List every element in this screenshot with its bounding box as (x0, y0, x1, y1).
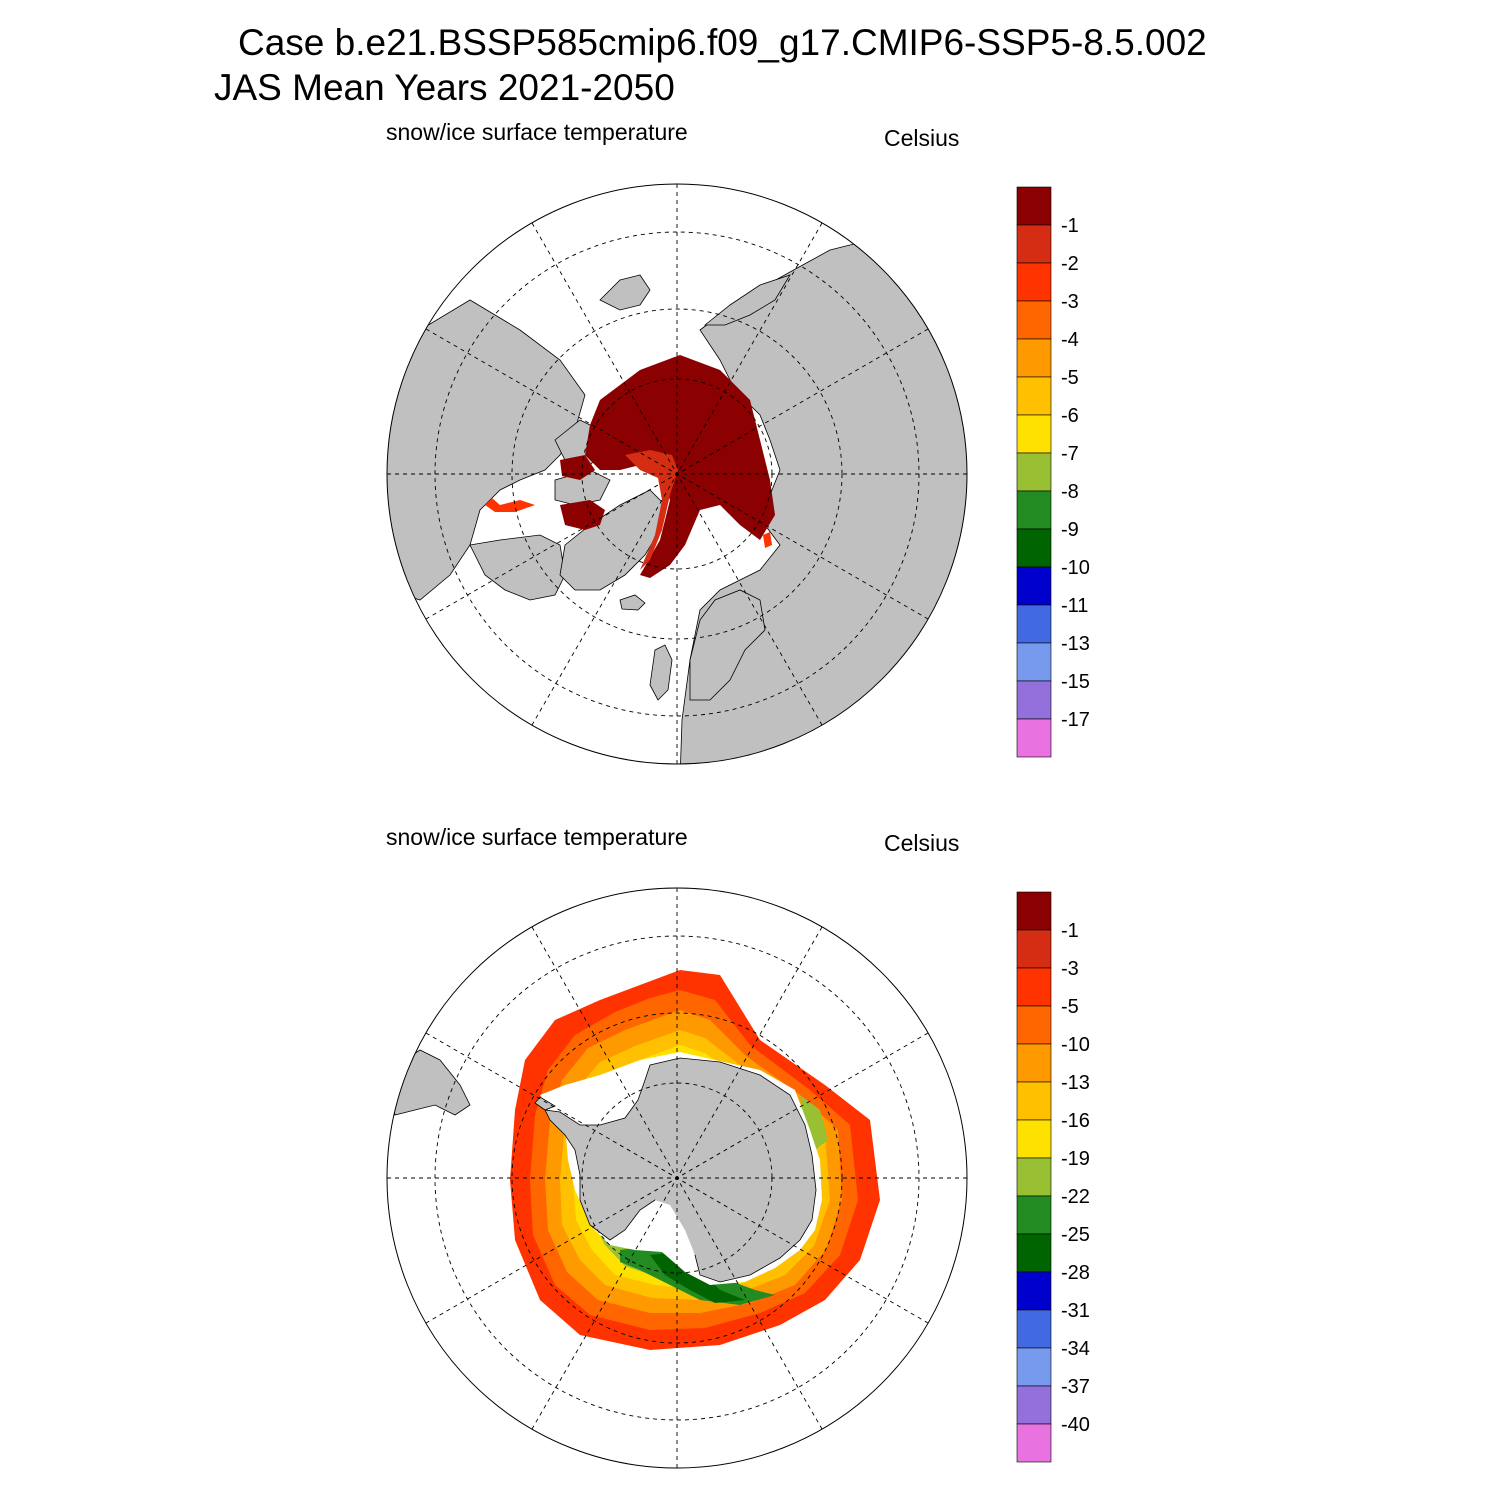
north-sea-ice-hudson-edge (485, 498, 535, 512)
north-colorbar-swatch-8 (1016, 490, 1052, 530)
south-graticule (387, 888, 967, 1468)
south-colorbar-swatch-6 (1016, 1119, 1052, 1159)
figure-title-case: Case b.e21.BSSP585cmip6.f09_g17.CMIP6-SS… (238, 22, 1207, 63)
north-colorbar-label-6: -7 (1061, 443, 1079, 465)
british-isles (649, 644, 673, 701)
north-colorbar-swatch-5 (1016, 376, 1052, 416)
antarctic-peninsula (534, 1096, 556, 1111)
north-colorbar-swatch-0 (1016, 186, 1052, 226)
north-colorbar-label-12: -15 (1061, 671, 1090, 693)
north-colorbar-swatch-1 (1016, 224, 1052, 264)
south-colorbar-swatch-1 (1016, 929, 1052, 969)
south-colorbar-swatch-14 (1016, 1423, 1052, 1463)
north-polar-map (386, 183, 968, 765)
north-colorbar-swatch-7 (1016, 452, 1052, 492)
south-units-label: Celsius (884, 830, 960, 856)
ross-ice-shelf-gap (655, 1200, 695, 1255)
north-colorbar-label-2: -3 (1061, 291, 1079, 313)
south-colorbar-swatch-4 (1016, 1043, 1052, 1083)
north-colorbar-swatch-14 (1016, 718, 1052, 758)
north-colorbar-swatch-3 (1016, 300, 1052, 340)
south-colorbar-label-2: -5 (1061, 996, 1079, 1018)
north-colorbar-swatch-12 (1016, 642, 1052, 682)
south-ice-east-green (800, 1095, 828, 1150)
north-colorbar-label-9: -10 (1061, 557, 1090, 579)
north-colorbar-label-8: -9 (1061, 519, 1079, 541)
north-sea-ice-band (625, 450, 678, 570)
north-colorbar-swatch-11 (1016, 604, 1052, 644)
south-colorbar-swatch-7 (1016, 1157, 1052, 1197)
north-colorbar-swatch-9 (1016, 528, 1052, 568)
north-colorbar-label-10: -11 (1061, 595, 1088, 617)
north-colorbar-swatch-4 (1016, 338, 1052, 378)
south-colorbar-swatch-2 (1016, 967, 1052, 1007)
south-colorbar-label-12: -37 (1061, 1376, 1090, 1398)
north-colorbar-label-7: -8 (1061, 481, 1079, 503)
north-units-label: Celsius (884, 125, 960, 151)
south-colorbar-label-0: -1 (1061, 920, 1079, 942)
south-colorbar-swatch-12 (1016, 1347, 1052, 1387)
north-colorbar-label-0: -1 (1061, 215, 1079, 237)
north-sea-ice-core (585, 355, 775, 578)
north-sea-ice-edge-east (763, 532, 772, 548)
north-colorbar-label-5: -6 (1061, 405, 1079, 427)
south-field-label: snow/ice surface temperature (386, 824, 688, 850)
south-colorbar-swatch-13 (1016, 1385, 1052, 1425)
south-colorbar-label-3: -10 (1061, 1034, 1090, 1056)
north-colorbar-swatch-2 (1016, 262, 1052, 302)
south-colorbar-label-6: -19 (1061, 1148, 1090, 1170)
north-colorbar-swatch-6 (1016, 414, 1052, 454)
south-colorbar-label-9: -28 (1061, 1262, 1090, 1284)
labrador-landmass (469, 534, 566, 601)
south-colorbar-swatch-3 (1016, 1005, 1052, 1045)
scandinavia-landmass (689, 589, 766, 701)
south-colorbar-swatch-9 (1016, 1233, 1052, 1273)
south-colorbar-label-7: -22 (1061, 1186, 1090, 1208)
south-map-boundary (386, 887, 968, 1469)
north-colorbar-label-4: -5 (1061, 367, 1079, 389)
alaska-landmass (599, 274, 651, 311)
north-colorbar-label-13: -17 (1061, 709, 1090, 731)
north-colorbar-label-11: -13 (1061, 633, 1090, 655)
north-colorbar: -1 -2 -3 -4 -5 -6 -7 -8 -9 -10 -11 -13 -15 -17 (1016, 186, 1090, 758)
south-colorbar-label-11: -34 (1061, 1338, 1090, 1360)
north-colorbar-label-3: -4 (1061, 329, 1079, 351)
south-colorbar-label-13: -40 (1061, 1414, 1090, 1436)
south-colorbar: -1 -3 -5 -10 -13 -16 -19 -22 -25 -28 -31 -34 -37 -40 (1016, 891, 1090, 1463)
north-sea-ice-archipelago (560, 455, 595, 480)
south-colorbar-swatch-10 (1016, 1271, 1052, 1311)
chukotka-landmass (703, 274, 791, 326)
north-colorbar-label-1: -2 (1061, 253, 1079, 275)
north-field-label: snow/ice surface temperature (386, 119, 688, 145)
south-colorbar-label-4: -13 (1061, 1072, 1090, 1094)
south-colorbar-swatch-5 (1016, 1081, 1052, 1121)
figure-title-period: JAS Mean Years 2021-2050 (214, 67, 675, 108)
south-colorbar-swatch-11 (1016, 1309, 1052, 1349)
iceland-landmass (619, 594, 646, 611)
south-colorbar-label-8: -25 (1061, 1224, 1090, 1246)
south-colorbar-swatch-8 (1016, 1195, 1052, 1235)
north-graticule (387, 184, 967, 764)
south-polar-map (386, 887, 968, 1469)
south-colorbar-label-5: -16 (1061, 1110, 1090, 1132)
south-colorbar-swatch-0 (1016, 891, 1052, 931)
north-map-boundary (386, 183, 968, 765)
north-colorbar-swatch-13 (1016, 680, 1052, 720)
north-colorbar-swatch-10 (1016, 566, 1052, 606)
south-colorbar-label-1: -3 (1061, 958, 1079, 980)
south-colorbar-label-10: -31 (1061, 1300, 1090, 1322)
